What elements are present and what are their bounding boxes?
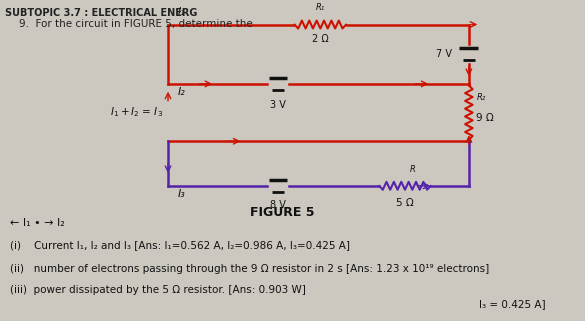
Text: 9 Ω: 9 Ω (476, 113, 494, 123)
Text: 5 Ω: 5 Ω (396, 198, 414, 208)
Text: 2 Ω: 2 Ω (312, 34, 329, 44)
Text: R₁: R₁ (316, 3, 325, 12)
Text: FIGURE 5: FIGURE 5 (250, 205, 315, 219)
Text: (ii)   number of electrons passing through the 9 Ω resistor in 2 s [Ans: 1.23 x : (ii) number of electrons passing through… (10, 264, 489, 274)
Text: 7 V: 7 V (436, 49, 452, 59)
Text: 9.  For the circuit in FIGURE 5, determine the: 9. For the circuit in FIGURE 5, determin… (19, 19, 253, 29)
Text: I₂: I₂ (177, 87, 185, 97)
Text: I₃: I₃ (177, 189, 185, 199)
Text: R₂: R₂ (476, 93, 486, 102)
Text: ← I₁ • → I₂: ← I₁ • → I₂ (10, 218, 65, 229)
Text: I₃ = 0.425 A]: I₃ = 0.425 A] (479, 299, 546, 309)
Text: $I_1+I_2$ = $I_3$: $I_1+I_2$ = $I_3$ (110, 106, 163, 119)
Text: SUBTOPIC 3.7 : ELECTRICAL ENERG: SUBTOPIC 3.7 : ELECTRICAL ENERG (5, 8, 198, 18)
Text: R: R (410, 165, 415, 174)
Text: (i)    Current I₁, I₂ and I₃ [Ans: I₁=0.562 A, I₂=0.986 A, I₃=0.425 A]: (i) Current I₁, I₂ and I₃ [Ans: I₁=0.562… (10, 240, 350, 250)
Text: (iii)  power dissipated by the 5 Ω resistor. [Ans: 0.903 W]: (iii) power dissipated by the 5 Ω resist… (10, 285, 306, 295)
Text: 8 V: 8 V (270, 200, 286, 210)
Text: 3 V: 3 V (270, 100, 286, 110)
Text: I₁: I₁ (177, 7, 185, 17)
